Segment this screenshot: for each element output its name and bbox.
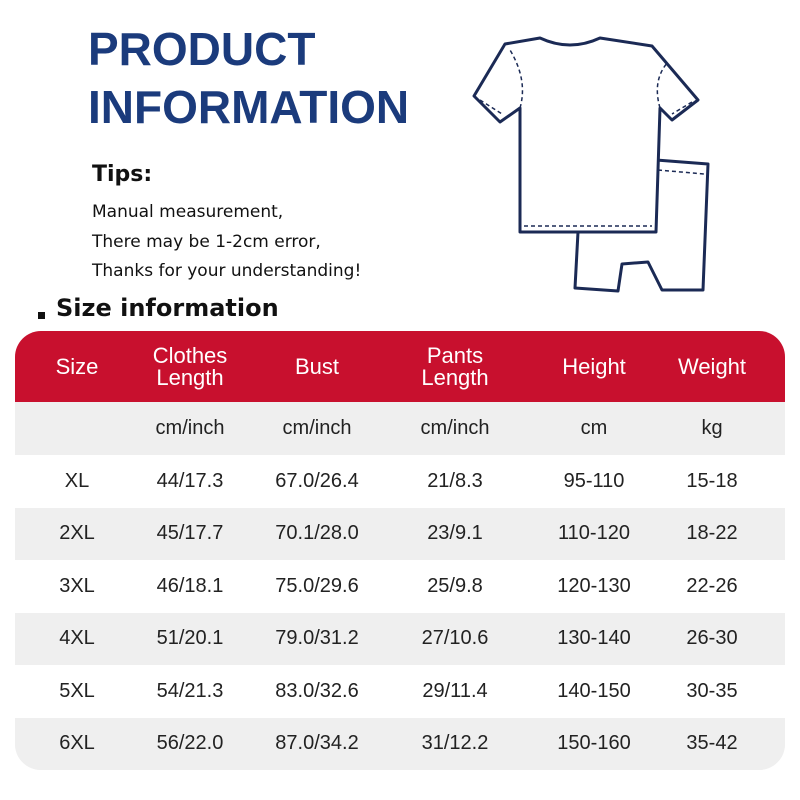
table-cell: Pants Length — [421, 342, 489, 390]
table-cell: 130-140 — [557, 627, 631, 650]
table-cell: 30-35 — [686, 679, 738, 702]
table-cell: kg — [701, 417, 723, 439]
table-cell: 46/18.1 — [156, 574, 224, 597]
table-row: 5XL 54/21.3 83.0/32.6 29/11.4 140-150 30-35 — [15, 665, 785, 718]
table-cell: 83.0/32.6 — [275, 679, 359, 702]
table-cell: Size — [55, 353, 99, 379]
table-row: XL 44/17.3 67.0/26.4 21/8.3 95-110 15-18 — [15, 455, 785, 508]
table-cell: cm/inch — [420, 417, 490, 439]
table-cell: Height — [562, 353, 626, 379]
table-cell: Bust — [294, 353, 340, 379]
table-cell — [15, 402, 142, 455]
table-row: 2XL 45/17.7 70.1/28.0 23/9.1 110-120 18-22 — [15, 507, 785, 560]
table-cell: 150-160 — [557, 732, 631, 755]
bullet — [38, 312, 45, 319]
table-cell: 31/12.2 — [421, 732, 489, 755]
title-line: INFORMATION — [88, 81, 410, 133]
table-cell: 51/20.1 — [156, 627, 224, 650]
table-cell: 6XL — [59, 732, 95, 755]
size-table: Size Clothes Length Bust Pants Length Height… — [15, 331, 785, 770]
table-row: 4XL 51/20.1 79.0/31.2 27/10.6 130-140 26-30 — [15, 612, 785, 665]
title-line: PRODUCT — [88, 23, 316, 75]
table-cell: 45/17.7 — [156, 522, 224, 545]
section-title: Size information — [56, 294, 279, 322]
table-cell: 44/17.3 — [156, 469, 224, 492]
table-row: 6XL 56/22.0 87.0/34.2 31/12.2 150-160 35-42 — [15, 717, 785, 770]
table-cell: 95-110 — [563, 469, 625, 492]
tip-line: Thanks for your understanding! — [92, 261, 362, 281]
table-cell: 21/8.3 — [427, 469, 483, 492]
table-cell: 2XL — [59, 522, 95, 545]
table-cell: 29/11.4 — [422, 679, 488, 702]
table-cell: 79.0/31.2 — [275, 627, 359, 650]
table-cell: 22-26 — [686, 574, 738, 597]
tip-line: There may be 1-2cm error, — [92, 232, 321, 252]
table-cell: 26-30 — [686, 627, 738, 650]
table-cell: 70.1/28.0 — [275, 522, 359, 545]
table-cell: cm/inch — [282, 417, 352, 439]
shirt — [472, 36, 700, 234]
table-cell: 4XL — [59, 627, 95, 650]
table-cell: 54/21.3 — [156, 679, 224, 702]
table-row: Size Clothes Length Bust Pants Length Height… — [15, 331, 785, 402]
table-cell: 18-22 — [686, 522, 738, 545]
table-cell: Weight — [677, 353, 747, 379]
table-cell: Clothes Length — [152, 342, 228, 390]
table-row: 3XL 46/18.1 75.0/29.6 25/9.8 120-130 22-26 — [15, 560, 785, 613]
table-cell: 110-120 — [558, 522, 630, 545]
table-cell: 25/9.8 — [427, 574, 483, 597]
garment-illustration — [472, 36, 710, 293]
table-cell: 23/9.1 — [427, 522, 483, 545]
table-cell: 140-150 — [557, 679, 631, 702]
table-row: cm/inch cm/inch cm/inch cm kg — [15, 402, 785, 455]
table-cell: cm/inch — [155, 417, 225, 439]
table-cell: XL — [64, 469, 90, 492]
table-cell: cm — [580, 417, 608, 439]
tips-title: Tips: — [92, 162, 153, 187]
table-cell: 35-42 — [686, 732, 738, 755]
table-cell: 75.0/29.6 — [275, 574, 359, 597]
table-cell: 56/22.0 — [156, 732, 224, 755]
table-cell: 5XL — [59, 679, 95, 702]
table-cell: 120-130 — [557, 574, 631, 597]
table-cell: 87.0/34.2 — [275, 732, 359, 755]
table-cell: 27/10.6 — [421, 627, 489, 650]
tip-line: Manual measurement, — [92, 202, 284, 222]
table-cell: 15-18 — [686, 469, 738, 492]
table-cell: 67.0/26.4 — [275, 469, 359, 492]
table-cell: 3XL — [59, 574, 95, 597]
